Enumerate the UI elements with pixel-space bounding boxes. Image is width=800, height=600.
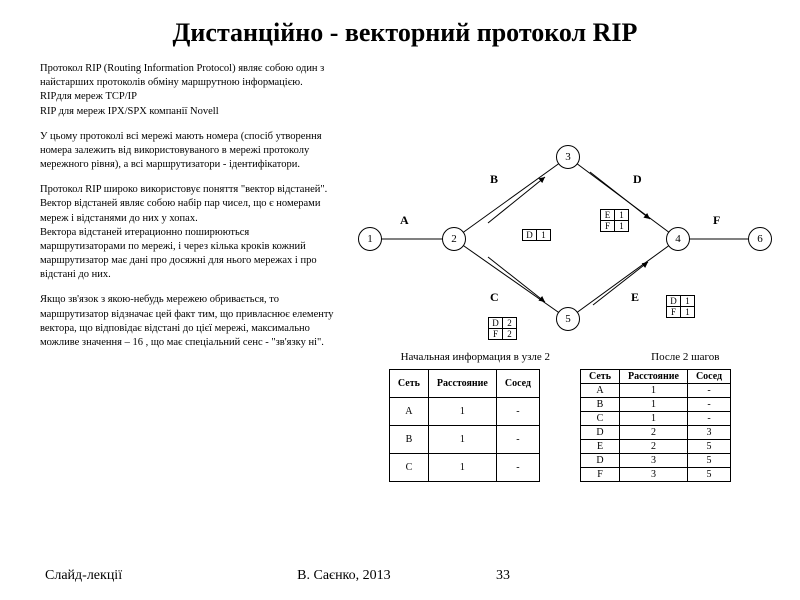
mini-table-0: D1 [522,229,551,241]
footer-left: Слайд-лекції [45,568,122,584]
caption-initial: Начальная информация в узле 2 [401,351,550,363]
page-title: Дистанційно - векторний протокол RIP [40,18,770,48]
paragraph-3: Протокол RIP широко використовує поняття… [40,183,336,282]
node-2: 2 [442,227,466,251]
table-row: C1- [389,454,539,482]
table-row: B1- [581,398,731,412]
node-4: 4 [666,227,690,251]
edge-label-A: A [400,213,409,228]
paragraph-2: У цьому протоколі всі мережі мають номер… [40,130,336,173]
mini-table-1: E1F1 [600,209,629,232]
mini-table-2: D2F2 [488,317,517,340]
edge-label-C: C [490,290,499,305]
table-row: F35 [581,468,731,482]
edge-label-B: B [490,172,498,187]
diagram-column: 1 2 3 4 5 6 A B D F C E D1 E1F1 D2F2 D1F1 Начальная инф… [350,62,770,482]
caption-after: После 2 шагов [651,351,719,363]
node-1: 1 [358,227,382,251]
routing-table-after: СетьРасстояниеСоседA1-B1-C1-D23E25D35F35 [580,369,731,482]
footer-pageno: 33 [496,568,510,584]
table-captions: Начальная информация в узле 2 После 2 ша… [350,351,770,363]
table-row: D23 [581,426,731,440]
mini-table-3: D1F1 [666,295,695,318]
routing-tables: СетьРасстояниеСоседA1-B1-C1- СетьРасстоя… [350,369,770,482]
edge-label-D: D [633,172,642,187]
node-3: 3 [556,145,580,169]
table-row: A1- [389,398,539,426]
text-column: Протокол RIP (Routing Information Protoc… [40,62,336,482]
table-row: B1- [389,426,539,454]
routing-table-initial: СетьРасстояниеСоседA1-B1-C1- [389,369,540,482]
table-row: C1- [581,412,731,426]
edge-label-E: E [631,290,639,305]
node-6: 6 [748,227,772,251]
table-row: A1- [581,384,731,398]
paragraph-1: Протокол RIP (Routing Information Protoc… [40,62,336,119]
edge-label-F: F [713,213,720,228]
paragraph-4: Якщо зв'язок з якою-небудь мережею обрив… [40,293,336,350]
footer-author: В. Саєнко, 2013 [297,568,390,584]
content-area: Протокол RIP (Routing Information Protoc… [40,62,770,482]
node-5: 5 [556,307,580,331]
table-row: D35 [581,454,731,468]
slide-footer: Слайд-лекції В. Саєнко, 2013 33 [0,568,800,584]
network-diagram: 1 2 3 4 5 6 A B D F C E D1 E1F1 D2F2 D1F1 [350,117,770,347]
table-row: E25 [581,440,731,454]
